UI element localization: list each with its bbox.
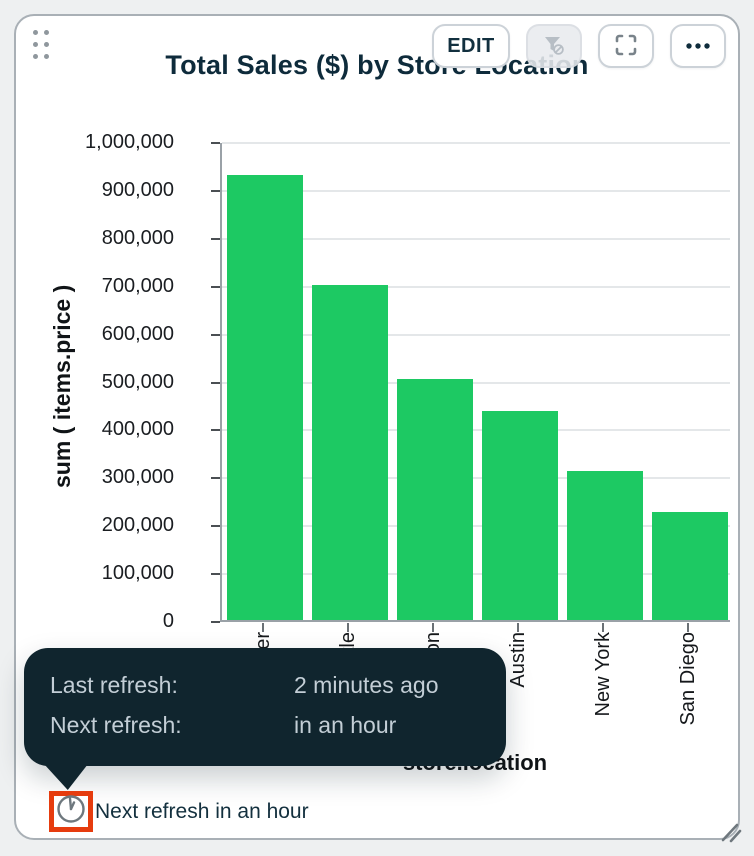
filter-slash-icon [541, 32, 567, 61]
bar-seattle[interactable] [311, 284, 388, 620]
resize-handle[interactable] [716, 816, 746, 846]
y-tick-label: 600,000 [101, 322, 174, 345]
tooltip-value: 2 minutes ago [294, 672, 439, 698]
gridline [222, 477, 730, 480]
tooltip-label: Last refresh: [50, 672, 178, 698]
tooltip-label: Next refresh: [50, 712, 182, 738]
y-tick-mark [211, 285, 220, 288]
y-tick-mark [211, 621, 220, 623]
x-tick-mark [431, 623, 434, 632]
x-category-label: Austin [506, 632, 529, 688]
drag-dot [33, 42, 38, 47]
card-toolbar: EDIT [432, 24, 726, 68]
y-tick-mark [211, 237, 220, 240]
tooltip-row: Next refresh: in an hour [50, 708, 480, 742]
x-tick-mark [346, 623, 349, 632]
y-axis-title: sum ( items.price ) [49, 284, 75, 488]
y-tick-label: 500,000 [101, 370, 174, 393]
tooltip-value: in an hour [294, 712, 397, 738]
fullscreen-button[interactable] [598, 24, 654, 68]
y-tick-mark [211, 333, 220, 336]
bar-chart: sum ( items.price ) 0 100,000 200,000 300,0… [16, 16, 738, 838]
y-tick-mark [211, 525, 220, 528]
y-tick-label: 400,000 [101, 418, 174, 441]
more-options-button[interactable] [670, 24, 726, 68]
y-tick-mark [211, 477, 220, 480]
y-tick-label: 800,000 [101, 226, 174, 249]
plot-area [220, 142, 730, 622]
gridline [222, 285, 730, 288]
chart-card: Total Sales ($) by Store Location EDIT [14, 14, 742, 843]
gridline [222, 525, 730, 528]
y-tick-label: 100,000 [101, 562, 174, 585]
drag-dot [33, 54, 38, 59]
refresh-status-text: Next refresh in an hour [95, 799, 309, 823]
y-tick-label: 300,000 [101, 466, 174, 489]
clock-icon[interactable] [55, 793, 87, 830]
drag-dot [44, 54, 49, 59]
y-tick-label: 900,000 [101, 178, 174, 201]
gridline [222, 189, 730, 192]
y-tick-mark [211, 381, 220, 384]
y-tick-label: 1,000,000 [85, 131, 174, 153]
gridline [222, 381, 730, 384]
y-tick-mark [211, 573, 220, 576]
clock-highlight-box [49, 791, 93, 832]
refresh-status-row: Next refresh in an hour [49, 791, 309, 832]
bar-san-diego[interactable] [651, 512, 728, 620]
y-tick-label: 0 [162, 610, 174, 632]
filter-disabled-button [526, 24, 582, 68]
tooltip-row: Last refresh: 2 minutes ago [50, 668, 480, 702]
x-tick-mark [261, 623, 264, 632]
bar-austin[interactable] [481, 410, 558, 620]
refresh-tooltip: Last refresh: 2 minutes ago Next refresh… [24, 648, 506, 766]
gridline [222, 237, 730, 240]
gridline [222, 142, 730, 144]
drag-handle[interactable] [33, 30, 57, 66]
y-tick-label: 200,000 [101, 514, 174, 537]
y-tick-mark [211, 142, 220, 144]
chart-title: Total Sales ($) by Store Location [165, 50, 589, 80]
y-tick-mark [211, 189, 220, 192]
y-tick-mark [211, 429, 220, 432]
gridline [222, 429, 730, 432]
x-tick-mark [601, 623, 604, 632]
bar-denver[interactable] [226, 174, 303, 620]
gridline [222, 333, 730, 336]
fullscreen-icon [614, 33, 638, 60]
y-tick-label: 700,000 [101, 274, 174, 297]
drag-dot [33, 30, 38, 35]
x-category-label: San Diego [676, 632, 699, 726]
drag-dot [44, 30, 49, 35]
bar-boston[interactable] [396, 379, 473, 620]
edit-button[interactable]: EDIT [432, 24, 510, 68]
x-tick-mark [516, 623, 519, 632]
drag-dot [44, 42, 49, 47]
gridline [222, 573, 730, 576]
x-tick-mark [686, 623, 689, 632]
more-options-icon [685, 39, 711, 54]
bar-new-york[interactable] [566, 470, 643, 620]
x-category-label: New York [591, 632, 614, 717]
